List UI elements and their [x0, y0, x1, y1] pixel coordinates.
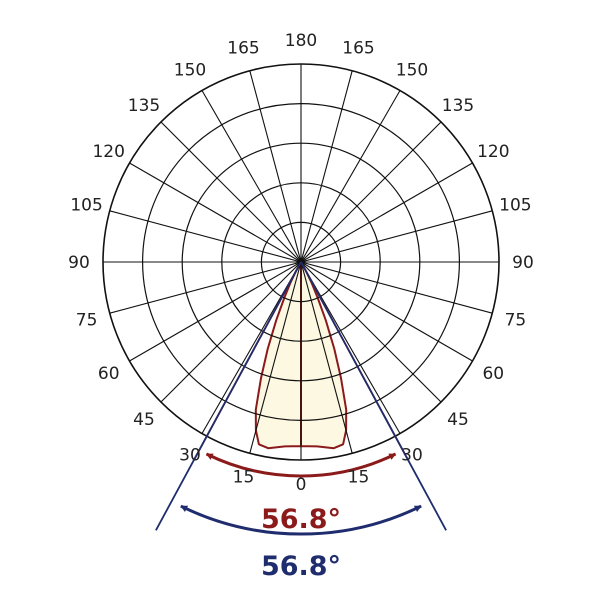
beam-angle-label: 56.8°: [261, 504, 341, 535]
angle-tick-label-right: 105: [499, 196, 531, 216]
angle-tick-label-left: 120: [92, 142, 124, 162]
angle-tick-label-left: 45: [133, 410, 155, 430]
angle-tick-label-right: 165: [342, 39, 374, 59]
angle-tick-label-left: 105: [70, 196, 102, 216]
angle-tick-label-right: 75: [505, 311, 527, 331]
angle-tick-label-left: 0: [296, 475, 307, 495]
beam-angle-arc: [205, 452, 397, 478]
angle-tick-label-right: 45: [447, 410, 469, 430]
beam-angle-boundary-line: [155, 261, 302, 531]
angle-tick-label-left: 60: [98, 364, 120, 384]
angle-tick-label-left: 75: [76, 311, 98, 331]
angle-tick-label-right: 15: [348, 467, 370, 487]
angle-tick-label-left: 30: [179, 445, 201, 465]
angle-tick-labels: 0 15 30 45 60 75 90 105 120 135 150 165 180 15 30 45 60 7…: [68, 31, 534, 495]
angle-tick-label-right: 30: [401, 445, 423, 465]
beam-angle-label: 56.8°: [261, 551, 341, 582]
angle-tick-label-left: 15: [233, 467, 255, 487]
angle-tick-label-right: 120: [477, 142, 509, 162]
beam-angle-boundary-line: [300, 261, 447, 531]
angle-tick-label-right: 135: [442, 96, 474, 116]
angle-tick-label-left: 135: [128, 96, 160, 116]
beam-angle-arc: [180, 504, 422, 536]
angle-tick-label-left: 150: [174, 61, 206, 81]
angle-tick-label-right: 90: [512, 253, 534, 273]
angle-tick-label-left: 165: [227, 39, 259, 59]
angle-tick-label-right: 150: [396, 61, 428, 81]
angle-tick-label-left: 180: [285, 31, 317, 51]
beam-angle-layer: 56.8° 56.8°: [155, 261, 447, 582]
angle-tick-label-right: 60: [482, 364, 504, 384]
angle-tick-label-left: 90: [68, 253, 90, 273]
